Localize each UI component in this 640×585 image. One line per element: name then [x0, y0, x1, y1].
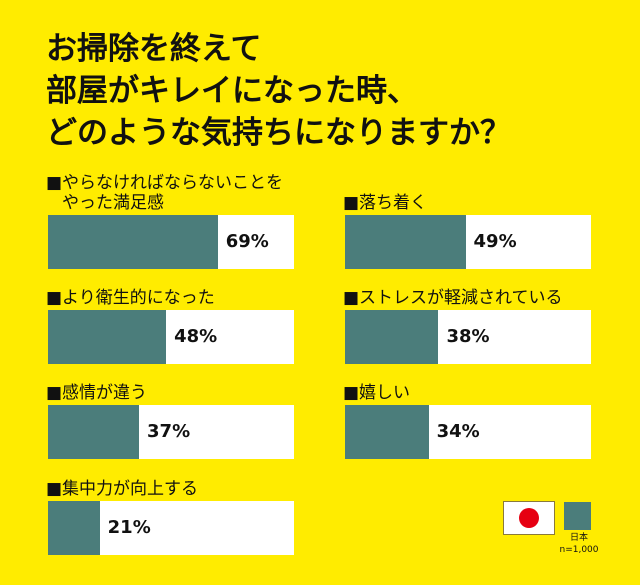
legend-swatch — [564, 502, 591, 530]
bar-track: 34% — [345, 405, 591, 459]
japan-flag-icon — [503, 501, 555, 535]
bar-track: 38% — [345, 310, 591, 364]
bar-value: 21% — [107, 517, 151, 538]
bar-label: ■ストレスが軽減されている — [343, 288, 563, 308]
bar-value: 69% — [225, 231, 269, 252]
bar-item-calm: ■落ち着く 49% — [343, 192, 591, 270]
bar-item-concentration: ■集中力が向上する 21% — [46, 478, 294, 556]
bar-label: ■落ち着く — [343, 193, 428, 213]
title-line-2: 部屋がキレイになった時、 — [46, 73, 418, 109]
bar-item-hygienic: ■より衛生的になった 48% — [46, 287, 294, 365]
bar-item-stress-reduced: ■ストレスが軽減されている 38% — [343, 287, 591, 365]
bar-track: 48% — [48, 310, 294, 364]
bar-label-line2: やった満足感 — [62, 193, 164, 213]
bar-fill — [48, 215, 218, 269]
bar-item-emotions-differ: ■感情が違う 37% — [46, 382, 294, 460]
bar-value: 49% — [473, 231, 517, 252]
bar-label: ■感情が違う — [46, 383, 148, 403]
bar-fill — [345, 310, 439, 364]
bar-track: 49% — [345, 215, 591, 269]
bar-label: ■より衛生的になった — [46, 288, 215, 308]
bar-value: 34% — [436, 421, 480, 442]
title-line-3: どのような気持ちになりますか？ — [46, 115, 511, 151]
bar-label: ■集中力が向上する — [46, 479, 199, 499]
bar-item-satisfaction: ■やらなければならないことを やった満足感 69% — [46, 172, 294, 270]
bar-fill — [48, 310, 167, 364]
bar-value: 38% — [446, 326, 490, 347]
legend-series-label: 日本 — [569, 533, 588, 543]
chart-title: お掃除を終えて 部屋がキレイになった時、 どのような気持ちになりますか？ — [46, 28, 511, 154]
bar-fill — [345, 215, 466, 269]
bar-label: ■嬉しい — [343, 383, 411, 403]
bar-fill — [48, 501, 100, 555]
bar-value: 48% — [174, 326, 218, 347]
bar-item-happy: ■嬉しい 34% — [343, 382, 591, 460]
bar-track: 21% — [48, 501, 294, 555]
bar-value: 37% — [147, 421, 191, 442]
chart-legend: 日本 n=1,000 — [503, 501, 603, 561]
bar-fill — [48, 405, 140, 459]
flag-disc — [519, 508, 539, 528]
bar-track: 37% — [48, 405, 294, 459]
title-line-1: お掃除を終えて — [46, 31, 262, 67]
legend-sample-size: n=1,000 — [559, 545, 599, 555]
bar-label: ■やらなければならないことを — [46, 173, 284, 193]
bar-fill — [345, 405, 429, 459]
bar-track: 69% — [48, 215, 294, 269]
